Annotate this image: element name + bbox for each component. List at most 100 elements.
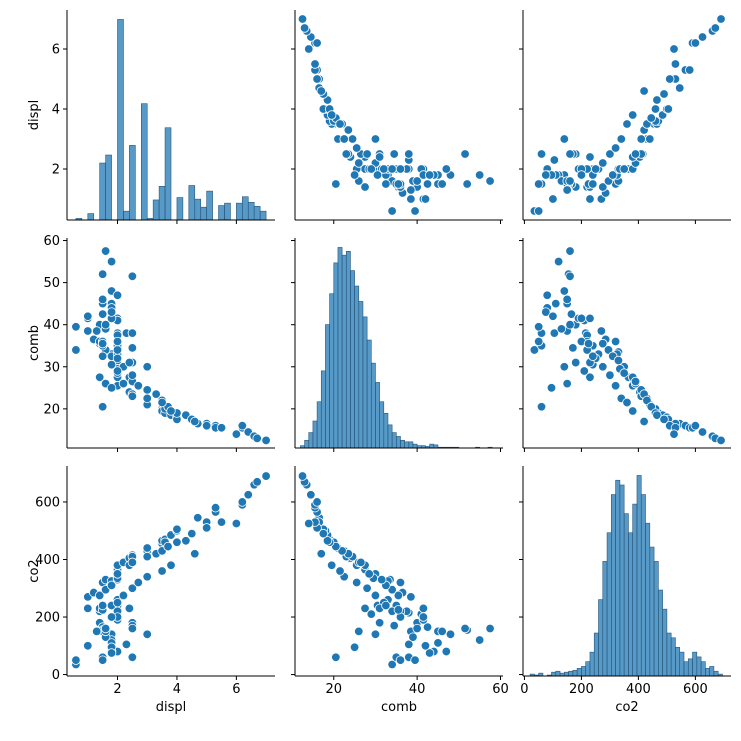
histogram-bar <box>632 503 638 677</box>
scatter-point <box>127 271 138 281</box>
scatter-point <box>565 319 575 330</box>
scatter-point <box>299 23 310 33</box>
histogram-bar <box>653 561 659 677</box>
scatter-point <box>474 635 485 645</box>
scatter-point <box>71 655 81 665</box>
scatter-point <box>366 609 376 619</box>
scatter-point <box>585 372 595 382</box>
scatter-point <box>690 420 701 431</box>
scatter-point <box>697 32 708 42</box>
histogram-bar <box>176 197 184 221</box>
histogram-bar <box>325 324 330 449</box>
scatter-point <box>379 164 389 174</box>
scatter-point <box>71 322 81 332</box>
histogram-bar <box>589 651 595 677</box>
histogram-bar <box>224 202 231 221</box>
histogram-bar <box>337 247 343 449</box>
x-tick-label: 60 <box>492 682 509 697</box>
scatter-point <box>420 194 431 204</box>
scatter-point <box>579 366 589 376</box>
scatter-point <box>112 569 123 579</box>
histogram-bar <box>316 401 322 449</box>
scatter-point <box>588 351 598 361</box>
scatter-point <box>133 577 144 588</box>
scatter-point <box>406 592 416 602</box>
scatter-point <box>112 597 123 608</box>
scatter-point <box>485 623 495 634</box>
scatter-point <box>370 629 381 639</box>
histogram-bar <box>705 668 710 677</box>
histogram-bar <box>379 401 385 449</box>
histogram-bar <box>640 494 646 677</box>
scatter-point <box>94 372 105 382</box>
x-axis-label: displ <box>156 700 187 715</box>
histogram-bar <box>312 420 318 449</box>
scatter-point <box>121 639 132 650</box>
scatter-point <box>529 345 540 355</box>
x-tick-label: 200 <box>569 682 594 697</box>
histogram-bar <box>354 285 360 449</box>
scatter-point <box>349 642 360 652</box>
scatter-point <box>331 179 341 189</box>
scatter-point <box>556 324 567 334</box>
x-tick-label: 0 <box>520 682 528 697</box>
scatter-point <box>370 590 381 601</box>
scatter-point <box>622 119 632 129</box>
scatter-point <box>551 298 561 309</box>
scatter-point <box>542 290 552 300</box>
scatter-point <box>559 134 570 144</box>
histogram-bar <box>568 670 574 677</box>
scatter-point <box>157 566 167 576</box>
histogram-bar <box>623 513 629 677</box>
scatter-point <box>605 370 615 380</box>
scatter-point <box>360 603 370 614</box>
scatter-point <box>190 549 200 559</box>
histogram-bar <box>408 441 414 449</box>
scatter-point <box>347 134 358 144</box>
scatter-point <box>562 378 572 389</box>
scatter-point <box>566 309 577 319</box>
scatter-point <box>127 391 138 401</box>
y-tick-label: 4 <box>52 103 60 118</box>
scatter-point <box>588 179 598 189</box>
scatter-point <box>627 406 638 416</box>
scatter-point <box>312 497 322 507</box>
scatter-point <box>441 646 452 657</box>
histogram-bar <box>358 301 364 449</box>
scatter-point <box>559 362 570 372</box>
scatter-point <box>97 269 108 279</box>
histogram-bar <box>188 185 196 221</box>
scatter-point <box>187 528 197 539</box>
scatter-point <box>172 537 182 547</box>
scatter-point <box>395 164 406 174</box>
histogram-bar <box>99 162 106 221</box>
scatter-point <box>252 433 262 444</box>
scatter-point <box>576 313 587 324</box>
x-tick-label: 6 <box>232 682 240 697</box>
scatter-point <box>100 623 111 634</box>
scatter-point <box>106 383 117 393</box>
histogram-bar <box>370 362 376 449</box>
histogram-bar <box>572 669 578 677</box>
scatter-point <box>127 623 138 634</box>
scatter-point <box>112 336 123 347</box>
scatter-point <box>106 580 117 591</box>
scatter-point <box>690 38 701 48</box>
scatter-point <box>565 149 575 159</box>
scatter-point <box>571 357 581 368</box>
scatter-point <box>659 89 669 99</box>
histogram-bar <box>362 316 368 449</box>
histogram-bar <box>700 661 706 677</box>
scatter-point <box>127 583 138 593</box>
histogram-bar <box>670 637 676 677</box>
scatter-point <box>387 164 397 174</box>
scatter-point <box>374 152 385 162</box>
scatter-point <box>118 378 129 389</box>
histogram-bar <box>675 647 681 677</box>
histogram-bar <box>696 656 702 677</box>
scatter-point <box>306 490 316 500</box>
histogram-bar <box>564 671 569 677</box>
scatter-point <box>142 362 152 372</box>
scatter-point <box>395 655 406 665</box>
